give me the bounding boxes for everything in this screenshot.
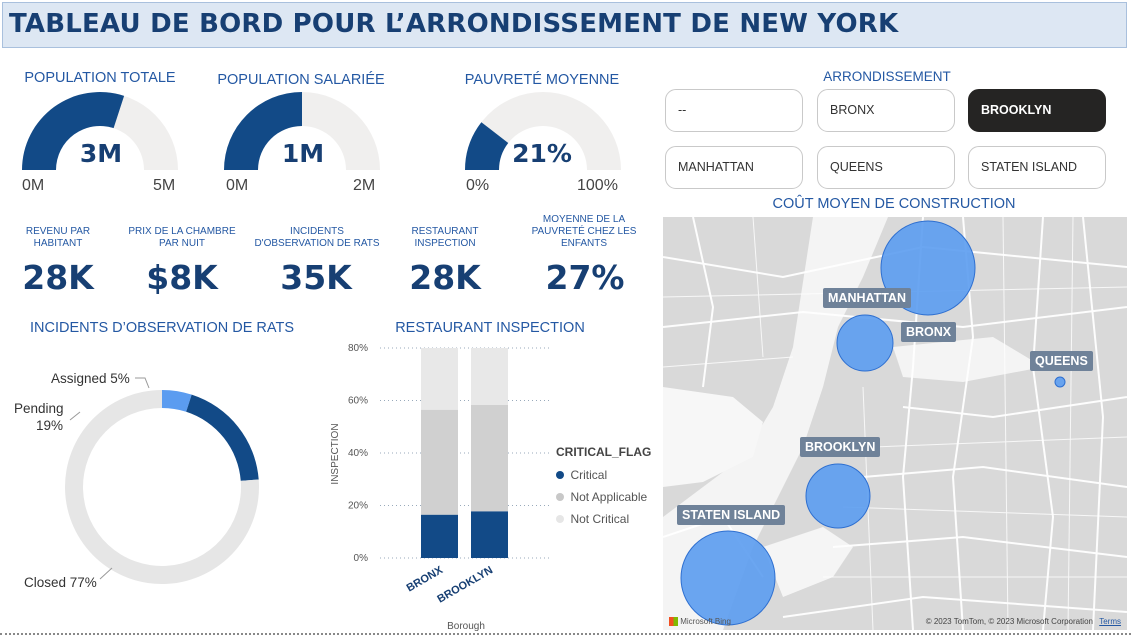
slicer-option-brooklyn[interactable]: BROOKLYN <box>968 89 1106 132</box>
gauge-title-employed-population: POPULATION SALARIÉE <box>217 72 385 88</box>
y-tick-label: 60% <box>348 396 368 407</box>
gauge-avg-poverty <box>465 92 621 170</box>
gauge-fill <box>465 122 509 170</box>
gauge-value-avg-poverty: 21% <box>512 139 572 168</box>
card-value-income: 28K <box>22 258 94 297</box>
dashboard-header: TABLEAU DE BORD POUR L’ARRONDISSEMENT DE… <box>2 2 1127 48</box>
gauge-value-total-population: 3M <box>79 139 123 168</box>
rats-donut-chart <box>64 377 260 584</box>
donut-label-pending-pct: 19% <box>36 418 64 433</box>
card-value-rat-incidents: 35K <box>280 258 352 297</box>
map-terms-link[interactable]: Terms <box>1099 617 1121 626</box>
donut-leader-line <box>135 377 150 389</box>
slicer-option-queens[interactable]: QUEENS <box>817 146 955 189</box>
card-title-rat-incidents: INCIDENTS D'OBSERVATION DE RATS <box>254 226 380 249</box>
legend-dot-icon <box>556 493 564 501</box>
map-title: COÛT MOYEN DE CONSTRUCTION <box>772 196 1016 212</box>
map-label-queens: QUEENS <box>1030 351 1093 371</box>
card-title-income: REVENU PAR HABITANT <box>25 226 91 249</box>
donut-slice-assigned[interactable] <box>162 390 192 412</box>
gauge-title-avg-poverty: PAUVRETÉ MOYENNE <box>464 72 620 88</box>
legend-item-critical[interactable]: Critical <box>556 466 607 484</box>
rats-chart-title: INCIDENTS D’OBSERVATION DE RATS <box>30 320 294 336</box>
gauge-fill <box>22 92 125 170</box>
slicer-option-manhattan[interactable]: MANHATTAN <box>665 146 803 189</box>
gauge-employed-population <box>224 92 380 170</box>
legend-title: CRITICAL_FLAG <box>556 445 652 459</box>
gauge-max-employed: 2M <box>353 177 376 194</box>
gauge-min-total: 0M <box>22 177 45 194</box>
slicer-title: ARRONDISSEMENT <box>823 69 951 84</box>
y-tick-label: 20% <box>348 501 368 512</box>
bubble-queens[interactable] <box>1054 376 1066 388</box>
y-axis-label: INSPECTION <box>330 423 341 484</box>
map-label-manhattan: MANHATTAN <box>823 288 911 308</box>
x-tick-label: BROOKLYN <box>435 564 495 605</box>
gauge-title-total-population: POPULATION TOTALE <box>24 70 176 86</box>
bubble-manhattan[interactable] <box>836 314 894 372</box>
bubble-brooklyn[interactable] <box>805 463 871 529</box>
legend-item-not-applicable[interactable]: Not Applicable <box>556 488 647 506</box>
x-axis-label: Borough <box>447 621 485 632</box>
x-tick-label: BRONX <box>405 564 446 595</box>
donut-leader-line <box>69 411 81 421</box>
gauge-max-total: 5M <box>153 177 176 194</box>
map-provider-text: Microsoft Bing <box>680 616 731 626</box>
gauge-min-employed: 0M <box>226 177 249 194</box>
bar-brooklyn-critical[interactable] <box>471 511 508 558</box>
card-value-room-price: $8K <box>146 258 218 297</box>
legend-label: Not Critical <box>570 512 630 526</box>
bottom-divider <box>0 633 1131 635</box>
legend-label: Not Applicable <box>570 490 648 504</box>
bubble-staten-island[interactable] <box>680 530 776 626</box>
bar-brooklyn-not-applicable[interactable] <box>471 404 508 512</box>
map-copyright: © 2023 TomTom, © 2023 Microsoft Corporat… <box>926 617 1121 626</box>
donut-label-closed: Closed 77% <box>24 575 97 590</box>
card-title-restaurant-inspection: RESTAURANT INSPECTION <box>411 226 479 249</box>
slicer-option-staten-island[interactable]: STATEN ISLAND <box>968 146 1106 189</box>
bar-bronx-not-applicable[interactable] <box>421 409 458 515</box>
donut-label-assigned: Assigned 5% <box>51 371 130 386</box>
gauge-min-poverty: 0% <box>466 177 490 194</box>
map-label-brooklyn: BROOKLYN <box>800 437 881 457</box>
donut-slice-pending[interactable] <box>186 394 259 481</box>
card-value-child-poverty: 27% <box>545 258 625 297</box>
y-tick-label: 40% <box>348 448 368 459</box>
gauge-value-employed-population: 1M <box>281 139 325 168</box>
legend-label: Critical <box>570 468 608 482</box>
y-tick-label: 80% <box>348 343 368 354</box>
legend-item-not-critical[interactable]: Not Critical <box>556 510 629 528</box>
y-tick-label: 0% <box>354 553 369 564</box>
map-label-staten-island: STATEN ISLAND <box>677 505 786 525</box>
card-title-child-poverty: MOYENNE DE LA PAUVRETÉ CHEZ LES ENFANTS <box>531 214 637 249</box>
bar-bronx-critical[interactable] <box>421 514 458 558</box>
donut-leader-line <box>99 567 113 580</box>
legend-dot-icon <box>556 471 564 479</box>
map-bubbles <box>680 220 1066 626</box>
bar-brooklyn-not-critical[interactable] <box>471 348 508 405</box>
bar-bronx-not-critical[interactable] <box>421 348 458 410</box>
legend-dot-icon <box>556 515 564 523</box>
card-value-restaurant-inspection: 28K <box>409 258 481 297</box>
gauge-max-poverty: 100% <box>577 177 618 194</box>
map-provider-logo: Microsoft Bing <box>669 617 731 626</box>
map-copyright-text: © 2023 TomTom, © 2023 Microsoft Corporat… <box>925 617 1093 626</box>
card-title-room-price: PRIX DE LA CHAMBRE PAR NUIT <box>128 226 236 249</box>
donut-label-pending: Pending <box>14 401 64 416</box>
restaurant-chart-title: RESTAURANT INSPECTION <box>395 320 585 336</box>
page-title: TABLEAU DE BORD POUR L’ARRONDISSEMENT DE… <box>9 9 899 39</box>
map-label-bronx: BRONX <box>901 322 957 342</box>
gauge-track <box>465 92 621 170</box>
microsoft-logo-icon <box>669 617 678 626</box>
gauge-total-population <box>22 92 178 170</box>
slicer-option-none[interactable]: -- <box>665 89 803 132</box>
gauge-fill <box>224 92 302 170</box>
construction-cost-map[interactable]: MANHATTAN BRONX QUEENS BROOKLYN STATEN I… <box>663 217 1127 630</box>
slicer-option-bronx[interactable]: BRONX <box>817 89 955 132</box>
